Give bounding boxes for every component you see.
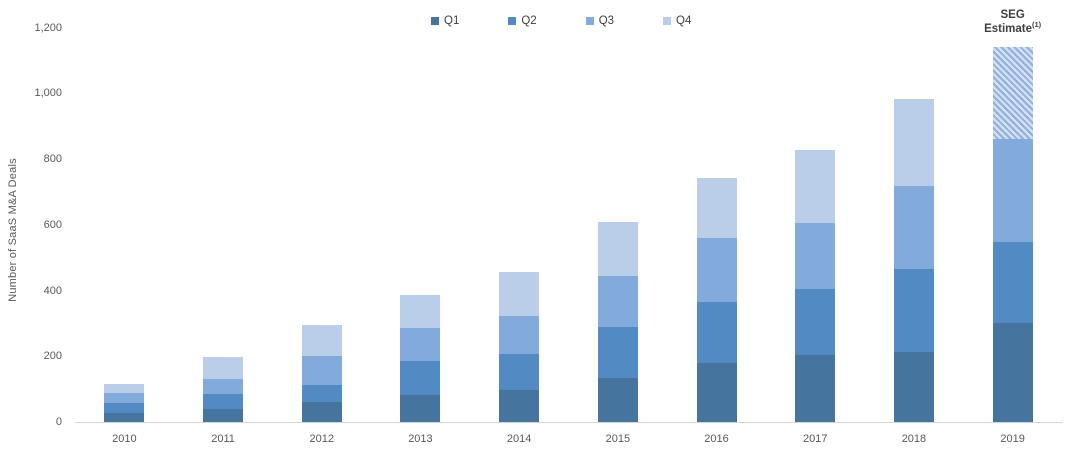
y-tick-label: 800 [43, 153, 62, 165]
bar-2015-q4-segment [597, 222, 638, 277]
bar-2010-q4-segment [104, 383, 145, 393]
y-tick-label: 400 [43, 284, 62, 297]
x-tick-label-2011: 2011 [211, 433, 235, 445]
bar-2016-q3-segment [696, 237, 737, 302]
x-tick-label-2010: 2010 [112, 433, 137, 445]
footnote-superscript: (1) [1032, 20, 1042, 30]
bar-2019-q3-segment [992, 138, 1033, 243]
x-axis-line [75, 422, 1062, 423]
bar-2018-q1-segment [893, 351, 934, 422]
chart-legend: Q1 Q2 Q3 Q4 [431, 15, 691, 27]
seg-estimate-line2: Estimate(1) [984, 20, 1042, 35]
bar-2015 [597, 222, 638, 422]
legend-item-q4: Q4 [663, 15, 691, 27]
legend-swatch-icon [663, 17, 672, 25]
x-tick-label-2018: 2018 [901, 433, 927, 445]
bar-2013-q3-segment [400, 327, 441, 361]
bar-2018 [893, 98, 934, 422]
bar-2014-q1-segment [499, 389, 540, 422]
bar-2019-q4-estimate-segment [992, 46, 1033, 139]
bar-2011-q3-segment [203, 378, 244, 395]
x-tick-label-2019: 2019 [1000, 433, 1025, 445]
bar-2012 [301, 325, 342, 422]
bar-2010-q3-segment [104, 392, 145, 403]
bar-2012-q4-segment [301, 325, 342, 357]
bar-2012-q3-segment [301, 356, 342, 386]
bar-2017-q3-segment [795, 223, 836, 290]
x-tick-label-2013: 2013 [408, 433, 433, 445]
bar-2019-q1-segment [992, 322, 1033, 422]
bar-2015-q2-segment [597, 326, 638, 378]
legend-swatch-icon [585, 17, 594, 25]
bar-2018-q4-segment [893, 98, 934, 187]
legend-swatch-icon [508, 17, 517, 25]
bar-2013-q2-segment [400, 360, 441, 396]
bar-2018-q2-segment [893, 269, 934, 352]
bar-2014-q2-segment [499, 353, 540, 390]
x-tick-label-2017: 2017 [803, 433, 828, 445]
bar-2011-q1-segment [203, 409, 244, 422]
bar-2012-q1-segment [301, 401, 342, 422]
bar-2017 [795, 149, 836, 422]
bar-2013-q4-segment [400, 295, 441, 328]
bar-2017-q2-segment [795, 289, 836, 355]
legend-label: Q4 [676, 15, 692, 27]
legend-label: Q1 [444, 15, 460, 27]
y-tick-label: 0 [55, 416, 62, 428]
bar-2010-q1-segment [104, 413, 145, 422]
bar-2014-q4-segment [499, 272, 540, 317]
bar-2013 [400, 295, 441, 422]
seg-estimate-line1: SEG [1000, 9, 1025, 21]
bar-2014-q3-segment [499, 316, 540, 354]
bar-2011-q4-segment [203, 357, 244, 379]
x-tick-label-2016: 2016 [704, 433, 729, 445]
legend-label: Q3 [598, 15, 615, 27]
legend-item-q3: Q3 [585, 15, 615, 27]
bar-2019-q2-segment [992, 242, 1033, 323]
bar-2016-q2-segment [696, 301, 737, 363]
legend-swatch-icon [431, 17, 439, 25]
bar-2010-q2-segment [104, 402, 145, 414]
bar-2013-q1-segment [400, 395, 441, 422]
bar-2015-q3-segment [597, 276, 638, 327]
x-tick-label-2014: 2014 [506, 433, 532, 445]
bar-2011 [203, 357, 244, 422]
bar-2011-q2-segment [203, 394, 244, 410]
bar-2018-q3-segment [893, 186, 934, 270]
bar-2016 [696, 178, 737, 422]
y-tick-label: 600 [43, 218, 62, 231]
x-tick-label-2012: 2012 [309, 433, 334, 445]
bar-2017-q4-segment [795, 149, 836, 224]
legend-label: Q2 [521, 15, 537, 27]
bar-2016-q4-segment [696, 178, 737, 238]
bar-2019 [992, 46, 1033, 422]
y-tick-label: 1,200 [34, 21, 62, 34]
bar-2015-q1-segment [597, 377, 638, 422]
bar-2012-q2-segment [301, 385, 342, 402]
seg-estimate-annotation: SEG Estimate(1) [943, 8, 1080, 36]
legend-item-q2: Q2 [508, 15, 537, 27]
bar-2017-q1-segment [795, 354, 836, 422]
x-tick-label-2015: 2015 [605, 433, 631, 445]
y-tick-label: 200 [43, 350, 62, 363]
bar-2010 [104, 383, 145, 422]
legend-item-q1: Q1 [431, 15, 459, 27]
y-tick-label: 1,000 [34, 87, 62, 100]
bar-2016-q1-segment [696, 362, 737, 422]
bar-2014 [499, 272, 540, 422]
